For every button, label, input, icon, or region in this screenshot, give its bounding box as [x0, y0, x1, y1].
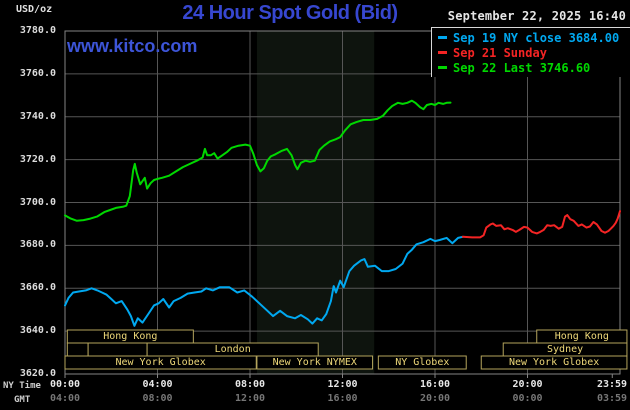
session-box	[377, 355, 467, 370]
session-box	[64, 355, 257, 370]
x-tick-ny: 12:00	[327, 379, 358, 390]
session-label-hong-kong: Hong Kong	[554, 331, 609, 342]
y-tick-label: 3700.0	[19, 196, 56, 208]
legend-item-label: Sep 22 Last 3746.60	[453, 61, 591, 75]
series-line-sep-22	[64, 99, 452, 222]
chart-title: 24 Hour Spot Gold (Bid)	[182, 2, 398, 24]
x-tick-gmt: 08:00	[142, 393, 173, 404]
session-label-hong-kong: Hong Kong	[103, 331, 158, 342]
y-tick-label: 3620.0	[19, 368, 56, 379]
y-tick-label: 3660.0	[19, 282, 56, 294]
ny-time-axis-label: NY Time	[3, 381, 41, 391]
x-tick-gmt: 12:00	[234, 393, 266, 404]
x-tick-ny: 08:00	[234, 379, 266, 390]
x-tick-gmt: 03:59	[596, 393, 628, 404]
x-tick-ny: 00:00	[49, 379, 81, 390]
gmt-axis-label: GMT	[14, 395, 31, 405]
legend-item-label: Sep 19 NY close 3684.00	[453, 31, 620, 45]
session-box	[256, 355, 374, 370]
series-line-sep-21	[461, 210, 621, 239]
session-box	[66, 342, 89, 357]
x-tick-ny: 20:00	[512, 379, 543, 390]
legend-item-label: Sep 21 Sunday	[453, 46, 547, 60]
x-tick-gmt: 16:00	[327, 393, 358, 404]
y-tick-label: 3760.0	[19, 67, 56, 79]
y-tick-label: 3780.0	[19, 25, 56, 36]
y-axis-units-label: USD/oz	[16, 4, 53, 15]
session-label-new-york-globex: New York Globex	[508, 357, 600, 368]
legend-dash-icon	[438, 35, 447, 39]
session-label-new-york-nymex: New York NYMEX	[272, 357, 357, 368]
chart-datetime: September 22, 2025 16:40	[447, 9, 626, 23]
x-tick-ny: 23:59	[596, 379, 628, 390]
legend-item: Sep 19 NY close 3684.00	[438, 31, 630, 46]
session-box	[87, 342, 148, 357]
x-tick-ny: 04:00	[142, 379, 173, 390]
y-tick-label: 3640.0	[19, 325, 56, 337]
session-label-new-york-globex: New York Globex	[115, 357, 206, 368]
legend-item: Sep 22 Last 3746.60	[438, 61, 630, 76]
kitco-watermark: www.kitco.com	[67, 36, 198, 56]
session-label-sydney: Sydney	[547, 344, 584, 355]
series-line-sep-19	[64, 235, 464, 327]
x-tick-gmt: 04:00	[49, 393, 81, 404]
y-tick-label: 3740.0	[19, 110, 56, 122]
legend-dash-icon	[438, 50, 447, 54]
legend-box: Sep 19 NY close 3684.00 Sep 21 Sunday Sep …	[431, 27, 630, 77]
legend-dash-icon	[438, 65, 447, 69]
session-box	[480, 355, 628, 370]
y-tick-label: 3680.0	[19, 239, 56, 251]
legend-item: Sep 21 Sunday	[438, 46, 630, 61]
x-tick-gmt: 20:00	[419, 393, 451, 404]
session-label-london: London	[214, 344, 251, 355]
x-tick-ny: 16:00	[419, 379, 451, 390]
session-label-ny-globex: NY Globex	[395, 357, 450, 368]
x-tick-gmt: 00:00	[512, 393, 543, 404]
y-tick-label: 3720.0	[19, 153, 56, 165]
